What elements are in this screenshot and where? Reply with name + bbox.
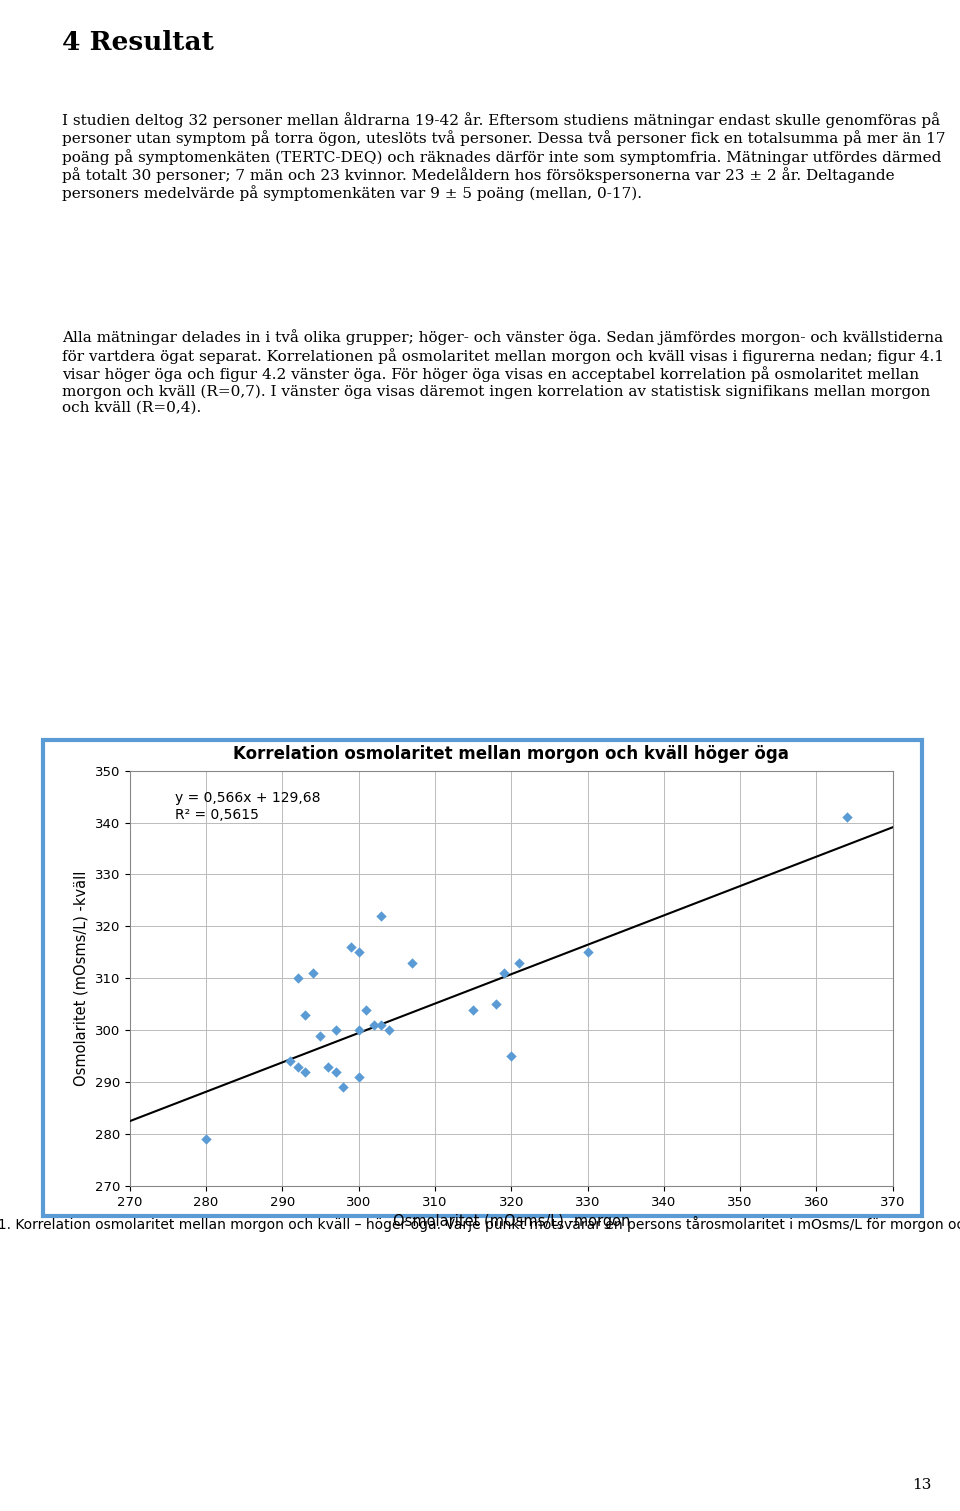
Point <box>350 1065 366 1089</box>
Point <box>282 1049 298 1073</box>
Point <box>328 1059 344 1083</box>
Point <box>305 961 321 985</box>
Point <box>358 997 373 1021</box>
Point <box>839 805 854 830</box>
Point <box>466 997 481 1021</box>
Point <box>290 966 305 990</box>
Text: 13: 13 <box>912 1478 931 1491</box>
Point <box>336 1076 351 1100</box>
X-axis label: Osmolaritet (mOsms/L) -morgon: Osmolaritet (mOsms/L) -morgon <box>393 1215 630 1230</box>
Text: I studien deltog 32 personer mellan åldrarna 19-42 år. Eftersom studiens mätning: I studien deltog 32 personer mellan åldr… <box>62 112 946 201</box>
Text: 4 Resultat: 4 Resultat <box>62 30 214 56</box>
Point <box>373 1012 389 1037</box>
Point <box>198 1127 213 1151</box>
Point <box>580 940 595 964</box>
Point <box>373 904 389 928</box>
Point <box>290 1055 305 1079</box>
Point <box>489 993 504 1017</box>
Point <box>503 1044 518 1068</box>
Point <box>404 950 420 975</box>
Text: y = 0,566x + 129,68
R² = 0,5615: y = 0,566x + 129,68 R² = 0,5615 <box>176 792 321 822</box>
Title: Korrelation osmolaritet mellan morgon och kväll höger öga: Korrelation osmolaritet mellan morgon oc… <box>233 745 789 763</box>
FancyBboxPatch shape <box>43 740 922 1216</box>
Point <box>350 940 366 964</box>
Text: Alla mätningar delades in i två olika grupper; höger- och vänster öga. Sedan jäm: Alla mätningar delades in i två olika gr… <box>62 329 945 416</box>
Point <box>298 1059 313 1083</box>
Point <box>321 1055 336 1079</box>
Point <box>381 1018 396 1043</box>
Text: Figur 4.1. Korrelation osmolaritet mellan morgon och kväll – höger öga. Varje pu: Figur 4.1. Korrelation osmolaritet mella… <box>0 1216 960 1233</box>
Point <box>496 961 512 985</box>
Point <box>313 1023 328 1047</box>
Point <box>366 1012 381 1037</box>
Point <box>511 950 526 975</box>
Point <box>350 1018 366 1043</box>
Y-axis label: Osmolaritet (mOsms/L) -kväll: Osmolaritet (mOsms/L) -kväll <box>74 870 89 1086</box>
Point <box>328 1018 344 1043</box>
Point <box>344 935 359 959</box>
Point <box>298 1003 313 1027</box>
